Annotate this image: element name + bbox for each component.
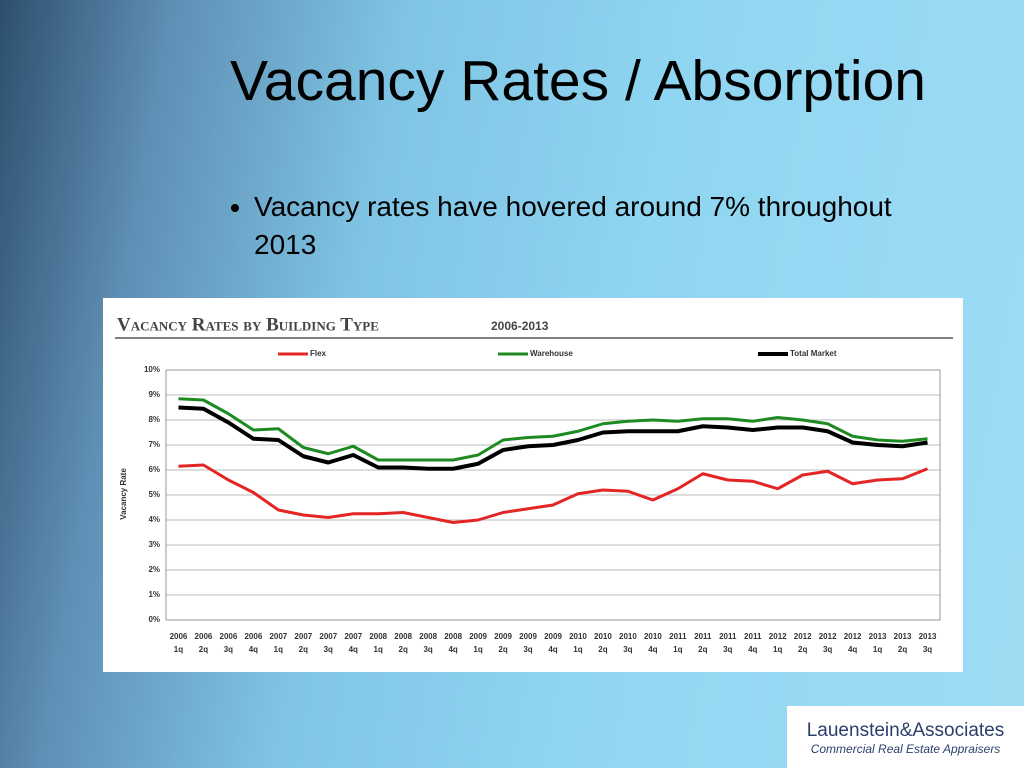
logo: Lauenstein&Associates Commercial Real Es… [787, 706, 1024, 768]
series-line [178, 405, 928, 471]
y-tick-label: 8% [148, 415, 160, 424]
x-tick-label: 2012 3q [819, 632, 837, 654]
chart-subtitle: 2006-2013 [491, 319, 549, 333]
x-tick-label: 2012 1q [769, 632, 787, 654]
x-tick-label: 2012 2q [794, 632, 812, 654]
x-tick-label: 2011 1q [669, 632, 687, 654]
x-tick-label: 2009 3q [519, 632, 537, 654]
x-tick-label: 2010 4q [644, 632, 662, 654]
bullets: Vacancy rates have hovered around 7% thr… [218, 188, 894, 264]
x-tick-label: 2011 2q [694, 632, 712, 654]
x-tick-label: 2008 1q [369, 632, 387, 654]
legend-label: Flex [310, 349, 327, 358]
x-tick-label: 2007 2q [294, 632, 312, 654]
y-tick-label: 9% [148, 390, 160, 399]
x-tick-label: 2007 3q [319, 632, 337, 654]
x-tick-label: 2006 2q [195, 632, 213, 654]
y-tick-label: 0% [148, 615, 160, 624]
x-tick-label: 2008 3q [419, 632, 437, 654]
x-tick-label: 2009 4q [544, 632, 562, 654]
x-tick-label: 2010 2q [594, 632, 612, 654]
chart-title: Vacancy Rates by Building Type [117, 314, 379, 335]
series-line [178, 397, 928, 462]
y-tick-label: 6% [148, 465, 160, 474]
x-tick-label: 2011 3q [719, 632, 737, 654]
x-tick-label: 2010 1q [569, 632, 587, 654]
series-line [178, 463, 929, 524]
legend-label: Total Market [790, 349, 837, 358]
chart-background [103, 298, 963, 672]
slide-title: Vacancy Rates / Absorption [230, 49, 926, 113]
plot-border [165, 369, 941, 621]
x-tick-label: 2007 4q [344, 632, 362, 654]
y-tick-label: 1% [148, 590, 160, 599]
chart: Vacancy Rates by Building Type 2006-2013… [103, 298, 963, 672]
y-tick-label: 10% [144, 365, 160, 374]
x-tick-label: 2013 3q [919, 632, 937, 654]
y-tick-label: 4% [148, 515, 160, 524]
x-tick-label: 2012 4q [844, 632, 862, 654]
x-tick-label: 2009 1q [469, 632, 487, 654]
y-tick-label: 5% [148, 490, 160, 499]
logo-name: Lauenstein&Associates [806, 720, 1005, 741]
x-tick-label: 2013 1q [869, 632, 887, 654]
logo-tagline: Commercial Real Estate Appraisers [810, 742, 1001, 756]
x-tick-label: 2006 4q [244, 632, 262, 654]
y-axis-label: Vacancy Rate [119, 468, 128, 520]
x-tick-label: 2007 1q [269, 632, 287, 654]
x-tick-label: 2008 4q [444, 632, 462, 654]
legend-label: Warehouse [530, 349, 573, 358]
x-tick-label: 2011 4q [744, 632, 762, 654]
y-tick-label: 7% [148, 440, 160, 449]
x-tick-label: 2006 3q [220, 632, 238, 654]
x-tick-label: 2010 3q [619, 632, 637, 654]
y-tick-label: 3% [148, 540, 160, 549]
x-tick-label: 2009 2q [494, 632, 512, 654]
bullet: Vacancy rates have hovered around 7% thr… [254, 188, 894, 264]
y-tick-label: 2% [148, 565, 160, 574]
x-tick-label: 2013 2q [894, 632, 912, 654]
x-tick-label: 2008 2q [394, 632, 412, 654]
x-tick-label: 2006 1q [170, 632, 188, 654]
